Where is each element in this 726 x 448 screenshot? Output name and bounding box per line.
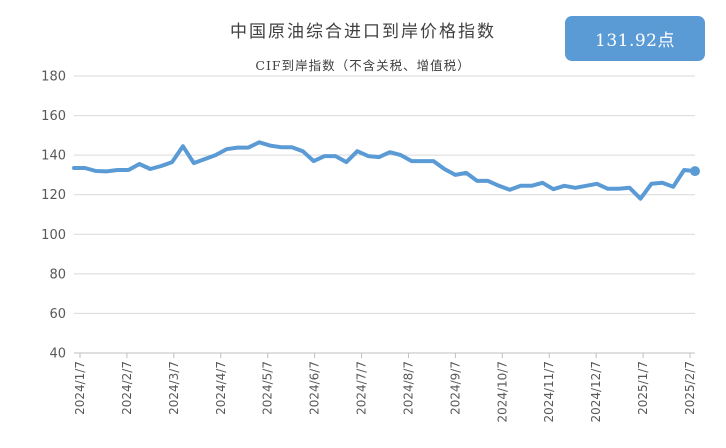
- y-tick-label: 140: [41, 149, 66, 164]
- y-tick-label: 160: [41, 109, 66, 124]
- x-tick-label: 2024/1/7: [73, 361, 87, 415]
- x-tick-label: 2025/2/7: [683, 361, 697, 415]
- x-tick-label: 2024/11/7: [542, 361, 556, 423]
- chart-subtitle: CIF到岸指数（不含关税、增值税）: [255, 58, 471, 73]
- x-tick-label: 2024/12/7: [589, 361, 603, 423]
- x-tick-label: 2024/4/7: [214, 361, 228, 415]
- y-tick-label: 40: [49, 347, 66, 362]
- y-tick-label: 60: [49, 307, 66, 322]
- x-tick-label: 2024/2/7: [120, 361, 134, 415]
- y-tick-label: 180: [41, 70, 66, 85]
- x-tick-label: 2024/7/7: [355, 361, 369, 415]
- x-tick-label: 2024/6/7: [308, 361, 322, 415]
- x-tick-label: 2024/10/7: [495, 361, 509, 423]
- x-tick-label: 2025/1/7: [636, 361, 650, 415]
- y-tick-label: 100: [41, 228, 66, 243]
- last-point-marker: [690, 166, 700, 177]
- chart-title: 中国原油综合进口到岸价格指数: [230, 22, 496, 42]
- series-line: [72, 140, 697, 201]
- y-tick-label: 120: [41, 188, 66, 203]
- x-tick-label: 2024/8/7: [401, 361, 415, 415]
- y-tick-label: 80: [49, 267, 66, 282]
- x-tick-label: 2024/5/7: [261, 361, 275, 415]
- x-tick-label: 2024/3/7: [167, 361, 181, 415]
- x-tick-label: 2024/9/7: [448, 361, 462, 415]
- latest-value-badge: 131.92点: [565, 16, 705, 61]
